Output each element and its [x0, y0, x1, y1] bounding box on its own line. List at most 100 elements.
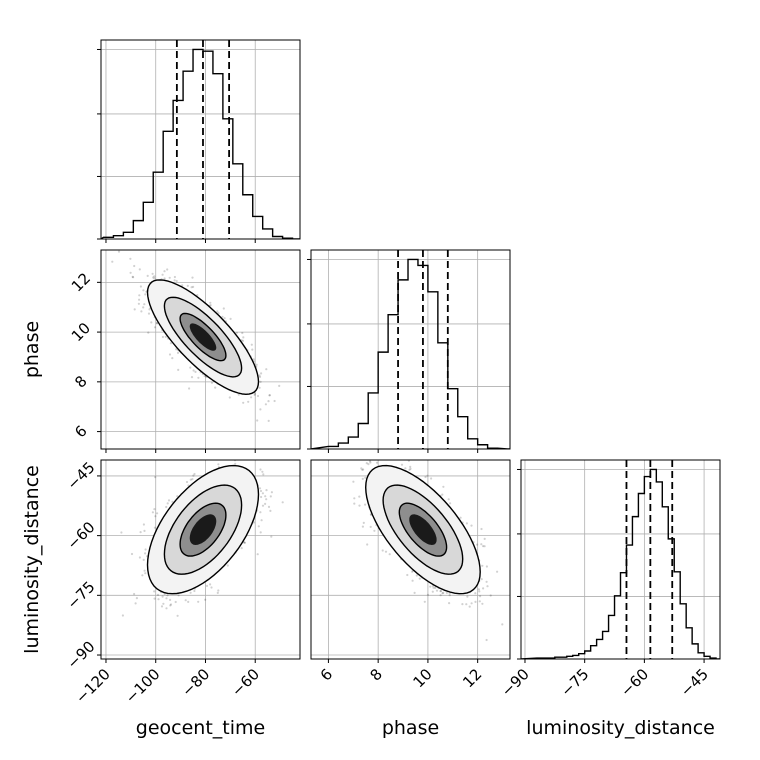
sample-point: [216, 591, 219, 595]
sample-point: [165, 505, 168, 509]
sample-point: [258, 487, 262, 490]
corner-panels: [97, 39, 721, 663]
sample-point: [133, 592, 136, 596]
sample-point: [478, 600, 481, 603]
sample-point: [468, 605, 471, 608]
sample-point: [267, 419, 270, 422]
sample-point: [397, 456, 399, 458]
panel-luminosity_distance-phase: [310, 456, 511, 663]
sample-point: [441, 493, 444, 496]
sample-point: [193, 472, 196, 476]
sample-point: [476, 543, 479, 546]
sample-point: [259, 489, 263, 493]
sample-point: [250, 396, 253, 399]
sample-point: [240, 441, 242, 443]
sample-point: [141, 574, 144, 577]
sample-point: [204, 598, 207, 601]
sample-point: [152, 276, 155, 279]
sample-point: [143, 303, 146, 306]
sample-point: [361, 525, 364, 528]
sample-point: [161, 273, 164, 276]
sample-point: [189, 478, 192, 481]
sample-point: [197, 600, 200, 603]
sample-point: [189, 591, 192, 594]
sample-point: [259, 468, 262, 471]
sample-point: [470, 524, 473, 527]
sample-point: [434, 586, 437, 590]
sample-point: [234, 462, 237, 465]
sample-point: [163, 270, 166, 273]
sample-point: [134, 602, 137, 605]
sample-point: [148, 308, 151, 311]
sample-point: [153, 326, 157, 329]
sample-point: [186, 284, 189, 287]
panel-frame: [100, 39, 301, 240]
sample-point: [214, 386, 217, 389]
sample-point: [217, 463, 220, 466]
sample-point: [261, 504, 265, 507]
sample-point: [253, 393, 256, 396]
scatter-density: [120, 440, 284, 617]
sample-point: [461, 603, 464, 606]
sample-point: [173, 279, 176, 282]
sample-point: [171, 357, 174, 360]
sample-point: [160, 605, 164, 608]
sample-point: [260, 519, 263, 522]
sample-point: [270, 535, 273, 538]
sample-point: [265, 368, 268, 371]
sample-point: [430, 477, 433, 480]
sample-point: [362, 468, 365, 471]
sample-point: [237, 393, 240, 396]
sample-point: [364, 503, 367, 506]
x-tick-label: 6: [317, 665, 336, 684]
sample-point: [466, 595, 469, 598]
sample-point: [161, 335, 164, 339]
y-tick-label: −60: [63, 518, 98, 553]
sample-point: [140, 310, 143, 313]
sample-point: [176, 495, 179, 498]
sample-point: [367, 463, 370, 466]
sample-point: [255, 363, 258, 366]
x-tick-label: −120: [72, 665, 114, 707]
sample-point: [267, 505, 271, 508]
sample-point: [143, 569, 146, 572]
sample-point: [259, 408, 262, 411]
sample-point: [142, 558, 145, 562]
sample-point: [247, 400, 250, 403]
sample-point: [258, 374, 261, 377]
sample-point: [228, 396, 231, 399]
sample-point: [142, 306, 145, 309]
sample-point: [151, 272, 154, 275]
sample-point: [358, 504, 361, 507]
sample-point: [243, 541, 246, 544]
sample-point: [131, 275, 134, 278]
sample-point: [273, 399, 276, 403]
x-tick-label: −60: [228, 665, 263, 700]
sample-point: [168, 353, 172, 356]
sample-point: [197, 376, 200, 379]
sample-point: [353, 502, 356, 505]
x-tick-label: −60: [617, 665, 652, 700]
sample-point: [483, 537, 486, 541]
sample-point: [154, 476, 157, 479]
sample-point: [267, 400, 270, 403]
sample-point: [264, 502, 267, 505]
sample-point: [261, 492, 264, 495]
sample-point: [448, 602, 451, 605]
sample-point: [366, 543, 369, 546]
sample-point: [132, 276, 135, 279]
sample-point: [361, 477, 364, 480]
sample-point: [258, 386, 261, 389]
sample-point: [252, 358, 255, 361]
sample-point: [211, 440, 213, 442]
sample-point: [258, 375, 262, 378]
contour-level: [409, 514, 437, 545]
sample-point: [142, 289, 145, 292]
sample-point: [470, 602, 473, 605]
sample-point: [153, 526, 156, 529]
sample-point: [157, 598, 160, 601]
panel-frame: [100, 249, 301, 450]
sample-point: [400, 463, 404, 466]
sample-point: [358, 495, 361, 498]
sample-point: [175, 348, 178, 351]
